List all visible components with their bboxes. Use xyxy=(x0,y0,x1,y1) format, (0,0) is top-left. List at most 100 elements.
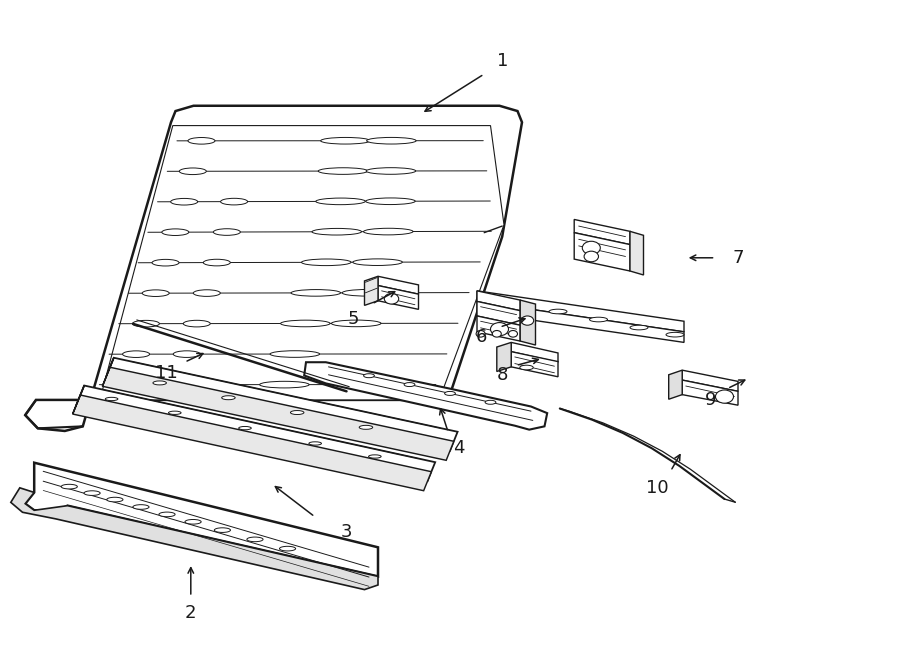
Text: 7: 7 xyxy=(733,249,743,267)
Ellipse shape xyxy=(365,198,415,204)
Ellipse shape xyxy=(312,229,362,235)
Text: 11: 11 xyxy=(155,364,178,383)
Polygon shape xyxy=(378,286,419,309)
Ellipse shape xyxy=(302,259,351,266)
Polygon shape xyxy=(86,126,504,410)
Circle shape xyxy=(476,330,485,337)
Ellipse shape xyxy=(520,365,533,370)
Ellipse shape xyxy=(508,301,526,306)
Ellipse shape xyxy=(445,391,455,395)
Circle shape xyxy=(582,241,600,254)
Polygon shape xyxy=(103,358,113,386)
Circle shape xyxy=(716,390,733,403)
Text: 3: 3 xyxy=(341,523,352,541)
Polygon shape xyxy=(520,300,536,345)
Ellipse shape xyxy=(185,520,202,524)
Polygon shape xyxy=(76,385,436,481)
Ellipse shape xyxy=(188,137,215,144)
Ellipse shape xyxy=(485,401,496,405)
Polygon shape xyxy=(477,291,684,332)
Ellipse shape xyxy=(259,381,309,388)
Polygon shape xyxy=(511,352,558,377)
Ellipse shape xyxy=(666,332,684,337)
Ellipse shape xyxy=(122,351,149,358)
Ellipse shape xyxy=(316,198,365,205)
Ellipse shape xyxy=(162,229,189,235)
Polygon shape xyxy=(497,342,511,371)
Text: 1: 1 xyxy=(497,52,508,70)
Polygon shape xyxy=(11,488,378,590)
Polygon shape xyxy=(477,301,520,325)
Polygon shape xyxy=(682,370,738,391)
Ellipse shape xyxy=(281,320,330,327)
Polygon shape xyxy=(304,362,547,430)
Polygon shape xyxy=(103,368,454,460)
Ellipse shape xyxy=(132,321,159,327)
Circle shape xyxy=(384,293,399,304)
Ellipse shape xyxy=(404,383,415,387)
Ellipse shape xyxy=(359,426,373,430)
Ellipse shape xyxy=(194,290,220,296)
Text: 5: 5 xyxy=(348,309,359,328)
Ellipse shape xyxy=(171,198,198,205)
Text: 10: 10 xyxy=(645,479,669,497)
Polygon shape xyxy=(378,276,419,294)
Polygon shape xyxy=(106,358,457,451)
Ellipse shape xyxy=(142,290,169,297)
Ellipse shape xyxy=(247,537,263,542)
Ellipse shape xyxy=(179,168,206,175)
Text: 9: 9 xyxy=(706,391,716,409)
Ellipse shape xyxy=(291,290,340,296)
Polygon shape xyxy=(477,301,684,342)
Ellipse shape xyxy=(353,259,402,266)
Ellipse shape xyxy=(364,373,374,377)
Ellipse shape xyxy=(220,198,248,205)
Ellipse shape xyxy=(163,381,190,388)
Ellipse shape xyxy=(331,320,381,327)
Text: 8: 8 xyxy=(497,366,508,385)
Ellipse shape xyxy=(61,485,77,489)
Text: 2: 2 xyxy=(185,604,196,623)
Ellipse shape xyxy=(84,490,100,496)
Ellipse shape xyxy=(369,455,382,458)
Circle shape xyxy=(508,330,518,337)
Ellipse shape xyxy=(320,137,370,144)
Polygon shape xyxy=(682,380,738,405)
Ellipse shape xyxy=(133,505,149,509)
Circle shape xyxy=(584,251,598,262)
Ellipse shape xyxy=(184,321,211,327)
Text: 6: 6 xyxy=(476,328,487,346)
Ellipse shape xyxy=(309,442,321,445)
Polygon shape xyxy=(574,233,630,271)
Ellipse shape xyxy=(152,259,179,266)
Ellipse shape xyxy=(221,396,235,400)
Polygon shape xyxy=(574,219,630,245)
Ellipse shape xyxy=(112,381,140,388)
Polygon shape xyxy=(364,276,378,305)
Ellipse shape xyxy=(364,228,413,235)
Polygon shape xyxy=(477,291,520,311)
Ellipse shape xyxy=(366,137,416,144)
Ellipse shape xyxy=(107,497,123,502)
Polygon shape xyxy=(630,231,644,275)
Polygon shape xyxy=(25,106,522,431)
Ellipse shape xyxy=(319,168,368,175)
Ellipse shape xyxy=(342,290,392,296)
Circle shape xyxy=(521,316,534,325)
Ellipse shape xyxy=(213,229,240,235)
Ellipse shape xyxy=(279,546,295,551)
Ellipse shape xyxy=(549,309,567,314)
Polygon shape xyxy=(73,385,85,414)
Ellipse shape xyxy=(270,351,320,358)
Ellipse shape xyxy=(630,325,648,330)
Ellipse shape xyxy=(214,527,230,533)
Ellipse shape xyxy=(159,512,176,517)
Ellipse shape xyxy=(173,351,200,358)
Polygon shape xyxy=(73,395,431,490)
Text: 4: 4 xyxy=(454,439,464,457)
Circle shape xyxy=(492,330,501,337)
Polygon shape xyxy=(25,463,378,576)
Ellipse shape xyxy=(366,168,416,175)
Ellipse shape xyxy=(105,397,118,401)
Ellipse shape xyxy=(291,410,304,414)
